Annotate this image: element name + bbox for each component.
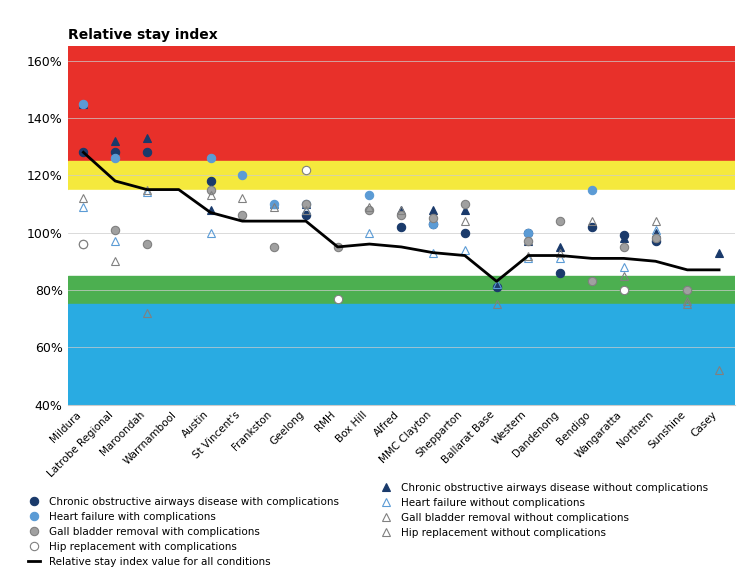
Legend: Chronic obstructive airways disease with complications, Heart failure with compl: Chronic obstructive airways disease with…	[28, 497, 338, 567]
Bar	[68, 190, 735, 276]
Bar	[68, 276, 735, 304]
Text: Relative stay index: Relative stay index	[68, 28, 218, 42]
Legend: Chronic obstructive airways disease without complications, Heart failure without: Chronic obstructive airways disease with…	[380, 483, 708, 538]
Bar	[68, 161, 735, 190]
Bar	[68, 46, 735, 161]
Bar	[68, 304, 735, 405]
